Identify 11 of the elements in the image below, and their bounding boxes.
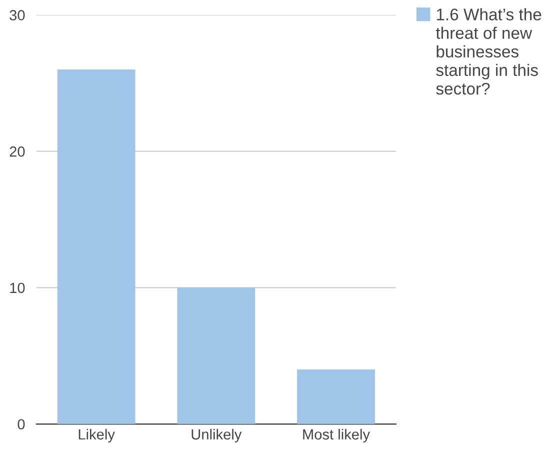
- y-tick-label: 20: [10, 146, 25, 157]
- y-tick-label: 10: [10, 282, 25, 294]
- bar: [177, 288, 256, 424]
- x-tick-label: Unlikely: [192, 428, 242, 442]
- bar: [297, 369, 375, 424]
- x-tick-label: Likely: [78, 428, 115, 442]
- y-tick-label: 30: [10, 10, 25, 20]
- legend-label: 1.6 What’s the threat of new businesses starting in this sector?: [436, 8, 542, 95]
- y-tick-label: 0: [18, 419, 25, 430]
- bar: [57, 69, 136, 424]
- x-tick-label: Most likely: [303, 428, 370, 442]
